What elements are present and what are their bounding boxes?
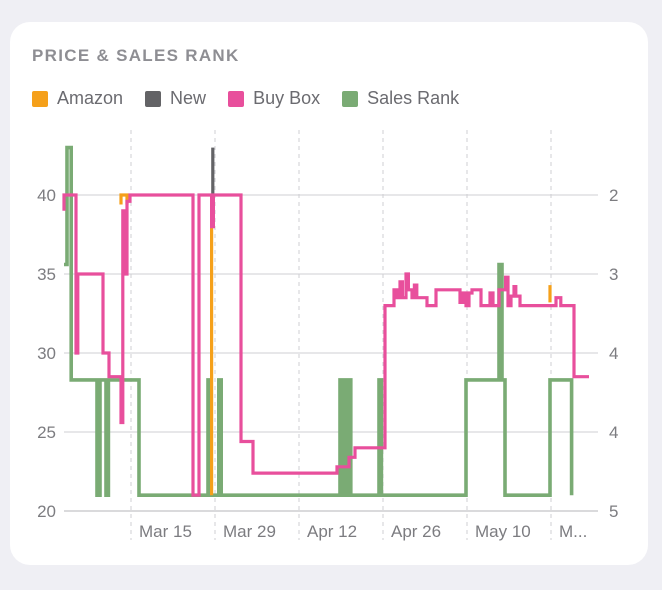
y-right-tick-label: 4 xyxy=(609,423,618,442)
x-tick-label: Apr 26 xyxy=(391,522,441,541)
chart-title: PRICE & SALES RANK xyxy=(32,46,240,65)
grid xyxy=(64,130,598,540)
x-axis: Mar 15 Mar 29 Apr 12 Apr 26 May 10 M... xyxy=(139,522,587,541)
series-line-buy-box xyxy=(62,193,589,497)
y-right-tick-label: 4 xyxy=(609,344,618,363)
legend-swatch-sales-rank xyxy=(342,90,359,107)
y-left-tick-label: 35 xyxy=(37,265,56,284)
y-left-tick-label: 30 xyxy=(37,344,56,363)
legend-swatch-amazon xyxy=(32,90,48,107)
x-tick-label: Mar 15 xyxy=(139,522,192,541)
y-axis-left: 40 35 30 25 20 xyxy=(37,186,56,521)
legend-label-new: New xyxy=(170,88,207,108)
legend-swatch-new xyxy=(145,90,162,107)
x-tick-label: May 10 xyxy=(475,522,531,541)
legend-swatch-buy-box xyxy=(228,90,245,107)
series-line-sales-rank xyxy=(64,145,574,498)
x-tick-label: Mar 29 xyxy=(223,522,276,541)
series-layer xyxy=(62,145,589,498)
legend-item-new[interactable]: New xyxy=(145,88,206,109)
y-left-tick-label: 25 xyxy=(37,423,56,442)
x-tick-label: M... xyxy=(559,522,587,541)
legend-item-amazon[interactable]: Amazon xyxy=(32,88,123,109)
legend-label-sales-rank: Sales Rank xyxy=(367,88,460,108)
y-right-tick-label: 5 xyxy=(609,502,618,521)
y-right-tick-label: 3 xyxy=(609,265,618,284)
legend-label-buy-box: Buy Box xyxy=(253,88,321,108)
y-left-tick-label: 40 xyxy=(37,186,56,205)
legend-item-sales-rank[interactable]: Sales Rank xyxy=(342,88,459,109)
legend-label-amazon: Amazon xyxy=(57,88,124,108)
legend-item-buy-box[interactable]: Buy Box xyxy=(228,88,320,109)
chart-legend: Amazon New Buy Box Sales Rank xyxy=(32,88,481,109)
y-right-tick-label: 2 xyxy=(609,186,618,205)
y-axis-right: 2 3 4 4 5 xyxy=(609,186,618,521)
x-tick-label: Apr 12 xyxy=(307,522,357,541)
y-left-tick-label: 20 xyxy=(37,502,56,521)
